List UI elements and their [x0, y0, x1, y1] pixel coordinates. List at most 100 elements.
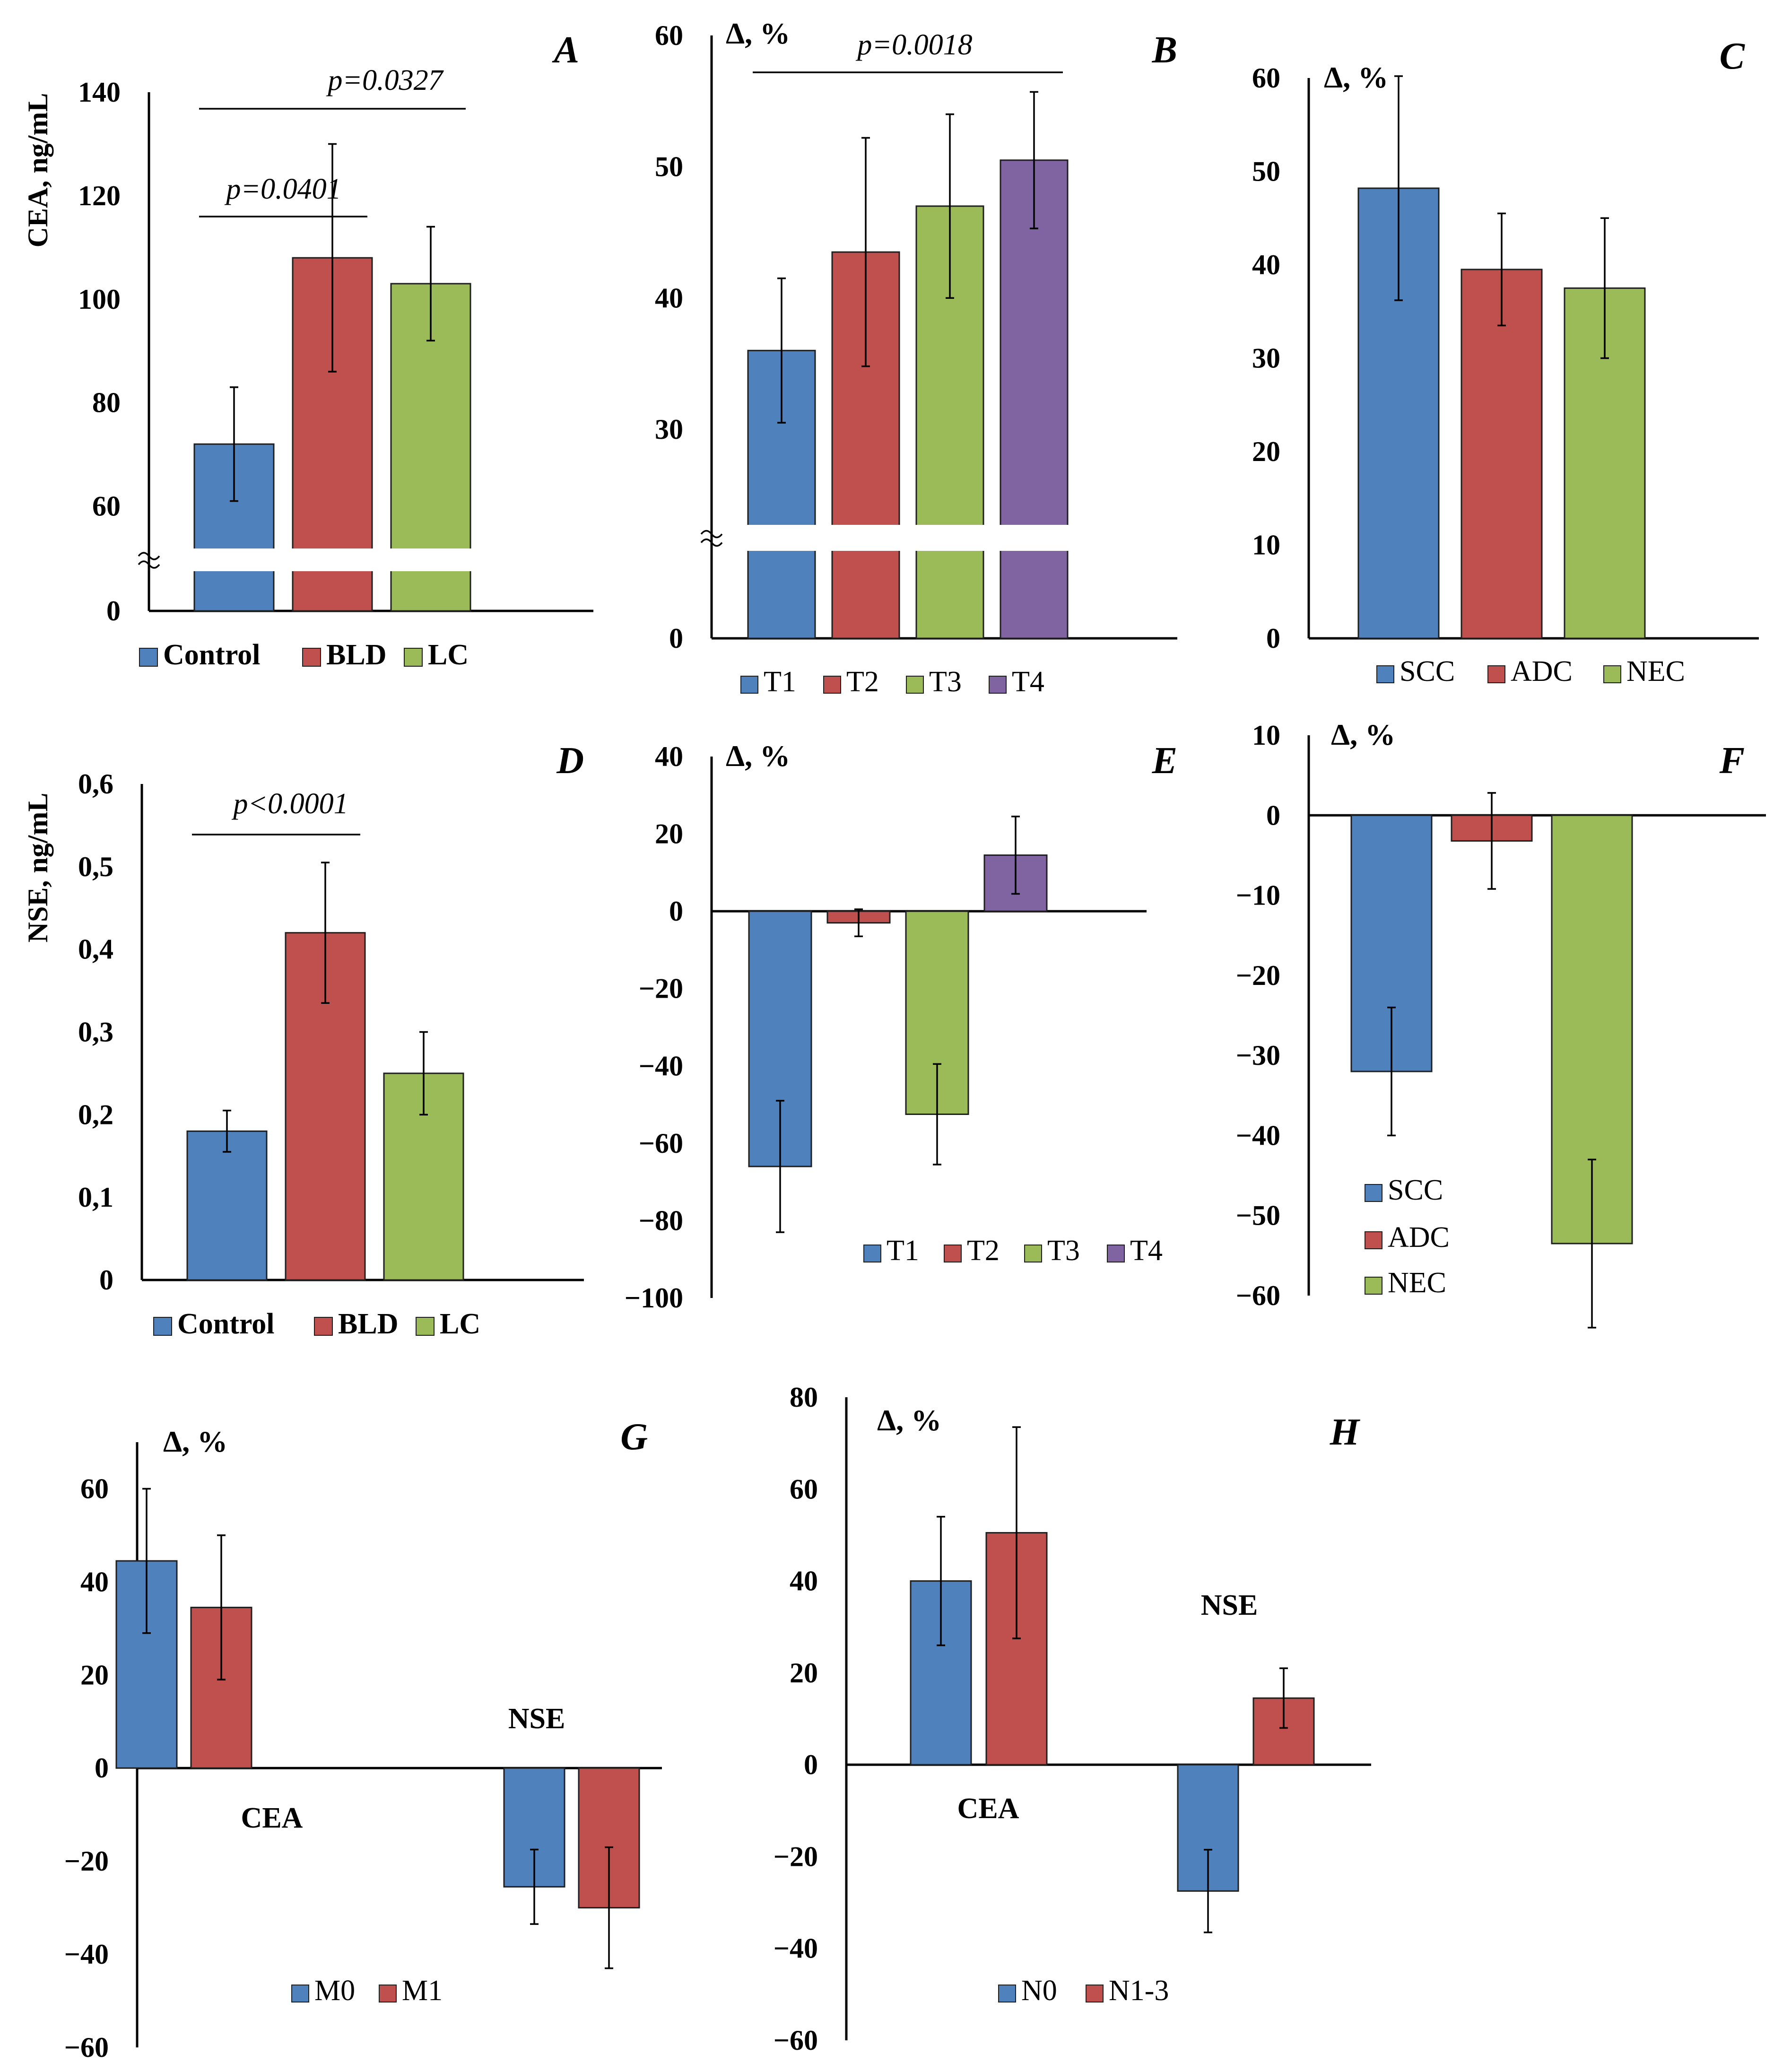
y-axis-label: Δ, % [1324, 61, 1388, 94]
y-tick-label: 0 [1266, 800, 1280, 831]
legend-swatch-M0 [291, 1985, 309, 2002]
y-tick-label: 0 [669, 623, 683, 654]
legend-label-T3: T3 [1047, 1235, 1080, 1267]
y-tick-label: 0,2 [78, 1099, 113, 1130]
axis-break-mark [138, 552, 160, 569]
bar-T4 [1000, 159, 1069, 639]
legend-label-T4: T4 [1130, 1235, 1163, 1267]
category-label-NSE: NSE [508, 1703, 565, 1735]
y-tick-label: 0,3 [78, 1017, 113, 1048]
legend-label-BLD: BLD [338, 1308, 398, 1340]
chart-panel-E: 40 20 0 −20 −40 −60 −80 −100 E Δ, % T1 T2 T3 T4 [625, 739, 1177, 1314]
y-tick-label: 0,4 [78, 934, 113, 965]
chart-panel-H: 80 60 40 20 0 −20 −40 −60 CEA NSE H Δ, % N0 N1-3 [774, 1382, 1371, 2056]
legend-swatch-SCC [1376, 665, 1394, 683]
y-tick-label: −40 [1236, 1120, 1280, 1151]
y-tick-label: 0,5 [78, 851, 113, 882]
y-tick-label: 40 [1252, 249, 1280, 280]
bar-Control [186, 1130, 268, 1281]
y-tick-label: 20 [1252, 436, 1280, 467]
chart-panel-B: 60 50 40 30 0 B Δ, % p=0.0018 T1 T2 T3 T4 [655, 17, 1179, 698]
chart-panel-D: 0,6 0,5 0,4 0,3 0,2 0,1 0 D NSE, ng/mL p<0.0001 Co… [22, 740, 584, 1340]
legend-swatch-T4 [989, 676, 1007, 694]
y-tick-label: −60 [639, 1128, 683, 1159]
y-tick-label: −60 [1236, 1280, 1280, 1311]
axis-break-mark [700, 530, 723, 547]
y-tick-label: 60 [655, 20, 683, 51]
legend-swatch-LC [416, 1317, 435, 1336]
panel-letter: D [556, 740, 584, 782]
y-tick-label: 120 [78, 180, 121, 211]
legend-label-T1: T1 [887, 1235, 919, 1267]
legend-label-T4: T4 [1012, 666, 1044, 698]
y-tick-label: 0,6 [78, 768, 113, 800]
legend-label-Control: Control [177, 1308, 275, 1340]
y-tick-label: −60 [774, 2025, 818, 2056]
y-tick-label: 60 [92, 491, 121, 522]
y-axis-label: Δ, % [726, 739, 790, 773]
legend-swatch-T4 [1107, 1245, 1125, 1262]
p-value-label: p=0.0018 [855, 29, 972, 61]
legend-swatch-ADC [1365, 1231, 1382, 1249]
y-tick-label: −20 [1236, 960, 1280, 991]
y-tick-label: −40 [639, 1050, 683, 1081]
legend-label-LC: LC [440, 1308, 480, 1340]
panel-letter: C [1720, 35, 1746, 77]
legend-label-T1: T1 [764, 666, 796, 698]
y-tick-label: 80 [92, 387, 121, 418]
y-tick-label: 40 [80, 1566, 109, 1597]
y-tick-label: 10 [1252, 530, 1280, 561]
panel-letter: H [1330, 1411, 1361, 1453]
legend-label-Control: Control [163, 639, 261, 671]
p-value-label: p<0.0001 [231, 788, 348, 820]
legend-swatch-T1 [740, 676, 758, 694]
legend-swatch-T3 [1024, 1245, 1042, 1262]
legend: T1 T2 T3 T4 [740, 666, 1044, 698]
legend-swatch-Control [139, 648, 158, 667]
legend: M0 M1 [291, 1975, 443, 2007]
y-tick-label: 20 [790, 1657, 818, 1689]
y-axis-label: Δ, % [163, 1425, 227, 1458]
y-tick-label: −30 [1236, 1040, 1280, 1071]
legend-swatch-N1-3 [1086, 1985, 1104, 2002]
y-tick-label: 30 [655, 414, 683, 445]
legend-label-T2: T2 [967, 1235, 1000, 1267]
y-tick-label: 20 [80, 1659, 109, 1690]
panel-letter: B [1152, 29, 1177, 71]
y-tick-label: 80 [790, 1382, 818, 1413]
legend-label-N1-3: N1-3 [1109, 1975, 1169, 2007]
legend: T1 T2 T3 T4 [863, 1235, 1163, 1267]
panel-letter: E [1152, 740, 1177, 782]
legend-label-NEC: NEC [1626, 655, 1685, 688]
y-tick-label: −20 [774, 1841, 818, 1872]
chart-panel-G: 60 40 20 0 −20 −40 −60 CEA NSE G Δ, % M0 M1 [64, 1416, 662, 2063]
y-tick-label: 40 [655, 282, 683, 313]
panel-letter: F [1719, 740, 1745, 782]
legend-swatch-T2 [823, 676, 841, 694]
legend-swatch-T1 [863, 1245, 881, 1262]
legend: SCC ADC NEC [1365, 1174, 1450, 1299]
bar-T2 [831, 251, 900, 639]
y-tick-label: −10 [1236, 880, 1280, 911]
panel-letter: A [552, 29, 579, 71]
chart-panel-F: 10 0 −10 −20 −30 −40 −50 −60 F Δ, % SCC ADC NEC [1236, 718, 1766, 1329]
legend-swatch-NEC [1365, 1277, 1382, 1295]
legend-label-BLD: BLD [326, 639, 386, 671]
p-value-label: p=0.0327 [326, 64, 444, 96]
category-label-NSE: NSE [1201, 1589, 1258, 1621]
y-tick-label: −20 [64, 1846, 109, 1877]
legend-label-M1: M1 [402, 1975, 443, 2007]
legend-swatch-LC [404, 648, 423, 667]
y-tick-label: 60 [790, 1473, 818, 1505]
y-tick-label: 100 [78, 284, 121, 315]
y-tick-label: 30 [1252, 343, 1280, 374]
chart-panel-C: 60 50 40 30 20 10 0 C Δ, % SCC ADC NEC [1252, 35, 1759, 688]
bar-M0-CEA [115, 1560, 178, 1769]
legend-swatch-ADC [1487, 665, 1505, 683]
legend-swatch-NEC [1603, 665, 1621, 683]
legend-label-SCC: SCC [1388, 1174, 1443, 1206]
y-tick-label: 0 [106, 595, 121, 627]
y-tick-label: 40 [790, 1566, 818, 1597]
y-tick-label: 0 [669, 896, 683, 927]
y-axis-label: Δ, % [877, 1403, 941, 1437]
